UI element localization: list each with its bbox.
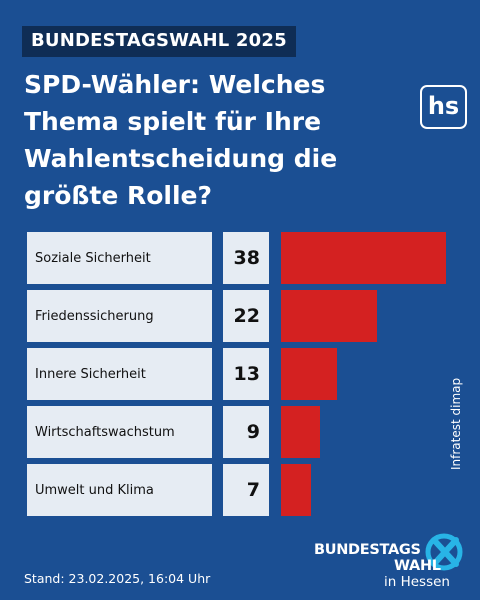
value-label: 13 <box>223 348 269 400</box>
bar-row: Wirtschaftswachstum 9 <box>0 406 480 458</box>
bar-row: Friedenssicherung 22 <box>0 290 480 342</box>
bar <box>281 464 311 516</box>
value-label: 7 <box>223 464 269 516</box>
chart-title: SPD-Wähler: Welches Thema spielt für Ihr… <box>24 70 338 210</box>
brand-line-2: WAHL <box>394 558 441 574</box>
timestamp-label: Stand: 23.02.2025, 16:04 Uhr <box>24 571 211 586</box>
bar <box>281 232 446 284</box>
value-label: 22 <box>223 290 269 342</box>
ballot-cross-icon <box>425 533 463 571</box>
bar <box>281 348 337 400</box>
value-label: 9 <box>223 406 269 458</box>
hs-logo: hs <box>420 85 467 129</box>
category-label: Wirtschaftswachstum <box>27 406 212 458</box>
bar <box>281 406 320 458</box>
category-label: Soziale Sicherheit <box>27 232 212 284</box>
value-label: 38 <box>223 232 269 284</box>
bundestagswahl-logo: BUNDESTAGS WAHL in Hessen <box>310 528 470 592</box>
bar <box>281 290 377 342</box>
category-label: Innere Sicherheit <box>27 348 212 400</box>
bar-row: Umwelt und Klima 7 <box>0 464 480 516</box>
kicker-label: BUNDESTAGSWAHL 2025 <box>22 26 296 57</box>
bar-row: Soziale Sicherheit 38 <box>0 232 480 284</box>
bar-row: Innere Sicherheit 13 <box>0 348 480 400</box>
brand-line-3: in Hessen <box>384 574 450 590</box>
brand-line-1: BUNDESTAGS <box>314 542 421 558</box>
source-label: Infratest dimap <box>449 377 463 470</box>
category-label: Friedenssicherung <box>27 290 212 342</box>
category-label: Umwelt und Klima <box>27 464 212 516</box>
